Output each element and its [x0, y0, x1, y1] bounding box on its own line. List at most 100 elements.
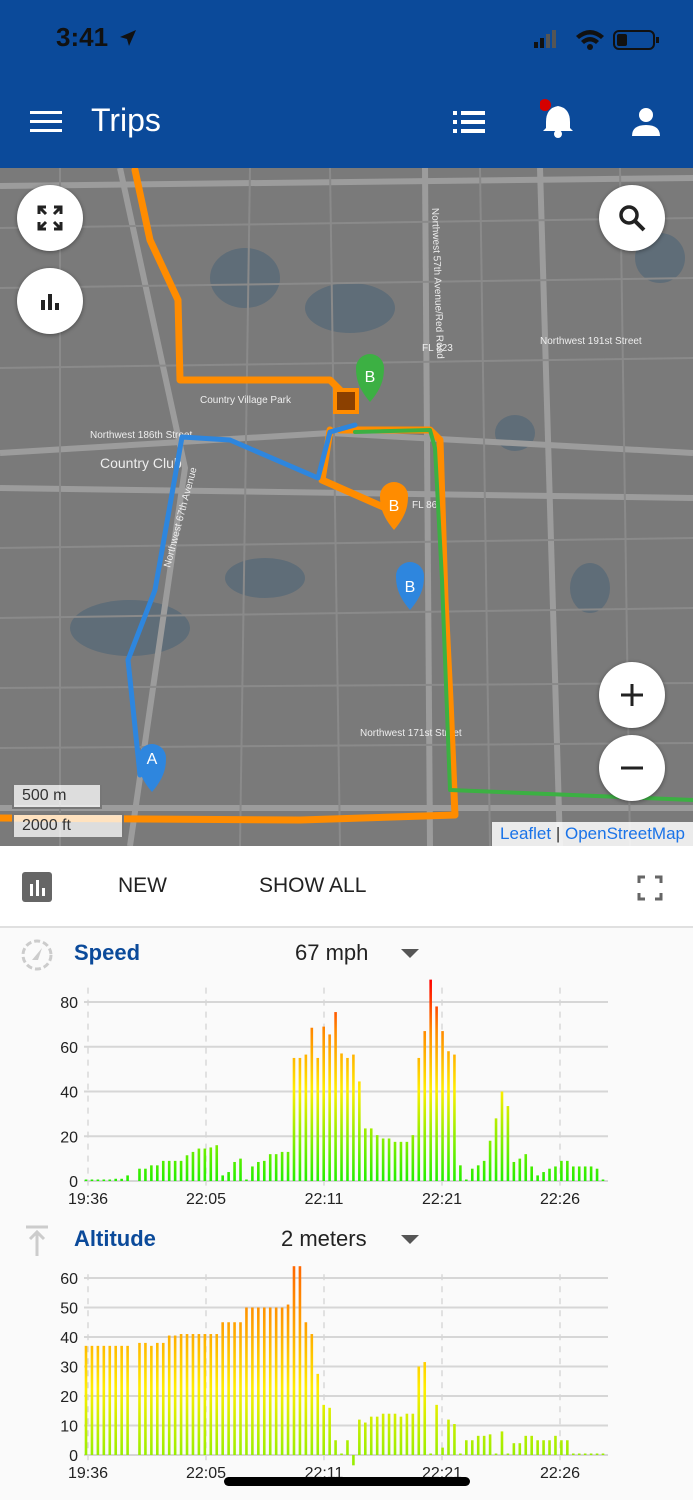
speed-bar: [399, 1141, 403, 1181]
speed-bar: [90, 1179, 94, 1181]
speed-bar: [500, 1091, 504, 1181]
altitude-bar: [102, 1345, 106, 1455]
altitude-bar: [393, 1413, 397, 1455]
fullscreen-map-button[interactable]: [17, 185, 83, 251]
altitude-bar: [601, 1453, 605, 1455]
map-label: FL 823: [422, 343, 453, 354]
svg-text:B: B: [365, 369, 376, 386]
speed-bar: [512, 1161, 516, 1181]
altitude-bar: [571, 1453, 575, 1455]
altitude-bar: [589, 1453, 593, 1455]
zoom-out-button[interactable]: [599, 735, 665, 801]
speed-bar: [179, 1160, 183, 1181]
altitude-bar: [399, 1416, 403, 1455]
altitude-bar: [512, 1443, 516, 1455]
speed-bar: [221, 1175, 224, 1181]
speed-bar: [304, 1054, 308, 1181]
new-button[interactable]: NEW: [118, 874, 167, 897]
y-tick-label: 40: [60, 1085, 78, 1102]
speed-bar: [470, 1168, 474, 1181]
speed-bar: [595, 1168, 599, 1181]
y-tick-label: 0: [69, 1174, 78, 1191]
altitude-bar: [179, 1334, 183, 1455]
speed-bar: [108, 1179, 112, 1181]
speed-bar: [310, 1027, 314, 1181]
chart-icon[interactable]: [22, 872, 52, 902]
altitude-arrow-icon: [26, 1225, 48, 1256]
speed-header: Speed 67 mph: [0, 930, 693, 980]
speed-bar: [251, 1166, 254, 1181]
altitude-bar: [411, 1413, 415, 1455]
altitude-bar: [167, 1335, 171, 1455]
speed-bar: [358, 1081, 361, 1181]
account-icon[interactable]: [630, 106, 662, 138]
y-tick-label: 40: [60, 1330, 78, 1347]
speed-bar: [506, 1106, 510, 1181]
map-tiles: Country Club Country Village Park Northw…: [0, 168, 693, 846]
speed-bar: [411, 1135, 415, 1181]
altitude-bar: [423, 1362, 427, 1455]
altitude-bar: [369, 1416, 373, 1455]
menu-icon[interactable]: [30, 108, 64, 136]
speed-bar: [233, 1161, 236, 1181]
altitude-bar: [203, 1334, 207, 1455]
altitude-bar: [173, 1335, 177, 1455]
speed-bar: [435, 1006, 438, 1181]
speed-bar: [191, 1151, 195, 1181]
marker-a-blue: A: [138, 744, 166, 792]
altitude-bar: [470, 1440, 474, 1455]
altitude-bar: [239, 1322, 242, 1455]
wifi-icon: [576, 30, 604, 50]
x-tick-label: 22:05: [186, 1465, 226, 1482]
altitude-bar: [215, 1334, 219, 1455]
fullscreen-icon[interactable]: [637, 875, 663, 901]
speed-bar: [268, 1154, 272, 1181]
speed-bar: [548, 1168, 551, 1181]
speed-bar: [150, 1165, 153, 1181]
altitude-bar: [500, 1431, 504, 1455]
speed-chart: 19:36 22:05 22:11 22:21 22:26 0 20 40 60 80: [60, 979, 608, 1208]
map[interactable]: Country Club Country Village Park Northw…: [0, 168, 693, 846]
altitude-bar: [292, 1266, 296, 1455]
marker-b-orange: B: [380, 482, 408, 530]
speed-bar: [185, 1155, 189, 1181]
altitude-bar: [280, 1307, 284, 1455]
map-label: FL 860: [412, 500, 443, 511]
speed-bar: [138, 1168, 141, 1181]
chart-toggle-button[interactable]: [17, 268, 83, 334]
speed-bar: [459, 1165, 462, 1181]
speed-dropdown-icon[interactable]: [400, 948, 420, 960]
altitude-bar: [577, 1453, 581, 1455]
speed-bar: [577, 1166, 581, 1181]
leaflet-link[interactable]: Leaflet: [500, 824, 552, 843]
altitude-bar: [595, 1453, 599, 1455]
speed-bar: [286, 1151, 290, 1181]
altitude-bar: [482, 1435, 486, 1455]
page-title: Trips: [91, 102, 161, 138]
bell-icon[interactable]: [540, 96, 580, 138]
speed-bar: [583, 1166, 587, 1181]
altitude-dropdown-icon[interactable]: [400, 1234, 420, 1246]
speed-bar: [393, 1141, 397, 1181]
show-all-button[interactable]: SHOW ALL: [259, 874, 367, 897]
speed-bar: [209, 1147, 213, 1181]
map-label: Northwest 191st Street: [540, 336, 642, 347]
osm-link[interactable]: OpenStreetMap: [564, 824, 685, 843]
speed-bar: [96, 1179, 100, 1181]
speed-bar: [387, 1138, 391, 1181]
home-indicator[interactable]: [224, 1477, 470, 1486]
altitude-bar: [536, 1440, 539, 1455]
x-tick-label: 22:05: [186, 1191, 226, 1208]
speed-bar: [494, 1118, 498, 1181]
x-tick-label: 22:21: [422, 1191, 462, 1208]
altitude-bar: [84, 1345, 88, 1455]
speed-bar: [298, 1057, 302, 1181]
altitude-bar: [542, 1440, 545, 1455]
speed-bar: [292, 1057, 296, 1181]
search-button[interactable]: [599, 185, 665, 251]
zoom-in-button[interactable]: [599, 662, 665, 728]
list-icon[interactable]: [453, 108, 487, 136]
x-tick-label: 19:36: [68, 1465, 108, 1482]
altitude-bar: [381, 1413, 385, 1455]
